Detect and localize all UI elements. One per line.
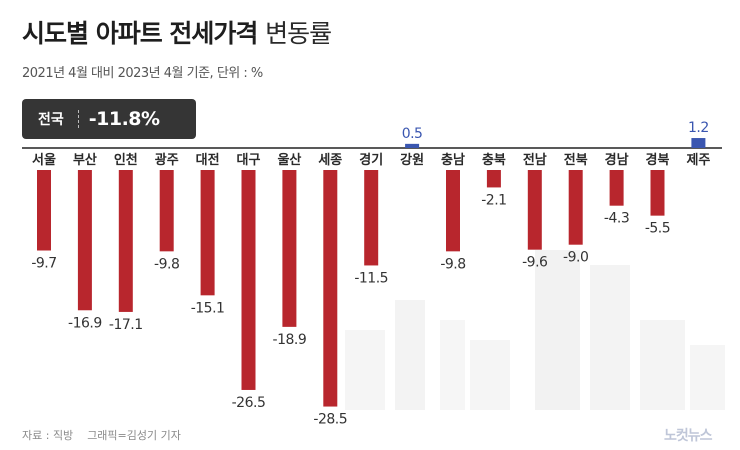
value-label-충남: -9.8 [440,256,465,272]
category-label-인천: 인천 [114,152,138,168]
value-label-인천: -17.1 [109,317,143,333]
bar-전북 [568,170,583,245]
bars [37,138,706,407]
bar-서울 [37,170,51,251]
value-label-전북: -9.0 [563,250,588,266]
category-label-전북: 전북 [564,152,588,168]
publisher-logo: 노컷뉴스 [664,428,713,444]
bar-전남 [527,170,542,250]
bar-충남 [446,170,460,252]
bar-경기 [364,170,379,266]
category-label-대전: 대전 [196,152,220,168]
value-label-대전: -15.1 [191,300,225,316]
badge-divider [77,110,79,128]
value-label-강원: 0.5 [402,126,423,142]
national-average-label: 전국 [38,112,64,128]
category-label-세종: 세종 [318,153,342,168]
chart-title-bold: 시도별 아파트 전세가격 [22,19,258,48]
category-label-대구: 대구 [237,153,261,168]
bar-세종 [323,170,338,407]
graphic-credit: 그래픽=김성기 기자 [87,429,181,442]
category-labels: 서울 부산 인천 광주 대전 대구 울산 세종 경기 강원 충남 충북 전남 전북 경남 경북 제주 [32,152,710,168]
category-label-전남: 전남 [523,152,547,168]
value-label-대구: -26.5 [232,395,266,411]
chart-title-light: 변동률 [265,19,332,48]
value-label-전남: -9.6 [522,255,548,271]
category-label-울산: 울산 [277,152,301,168]
bar-부산 [77,170,92,311]
national-average-badge: 전국 -11.8% [22,99,196,139]
bar-울산 [282,170,297,327]
source-text: 자료 : 직방 [22,429,74,442]
category-label-제주: 제주 [686,153,710,168]
chart-subtitle: 2021년 4월 대비 2023년 4월 기준, 단위 : % [22,66,263,81]
category-label-경남: 경남 [605,152,629,168]
source-credit: 자료 : 직방 그래픽=김성기 기자 [22,427,181,443]
category-label-강원: 강원 [400,152,424,168]
value-label-제주: 1.2 [688,120,709,136]
bar-광주 [159,170,174,252]
value-label-경남: -4.3 [604,211,629,227]
bar-강원 [405,143,420,148]
bar-제주 [691,138,706,148]
category-label-경북: 경북 [646,152,670,168]
value-label-충북: -2.1 [481,192,506,208]
category-label-광주: 광주 [155,153,179,168]
bar-대구 [241,170,256,390]
value-label-경북: -5.5 [645,221,670,237]
category-label-경기: 경기 [359,152,383,168]
value-label-광주: -9.8 [154,256,179,272]
bar-경남 [609,170,624,206]
value-label-세종: -28.5 [313,412,347,428]
category-label-충남: 충남 [441,152,465,168]
bar-경북 [650,170,665,216]
bar-인천 [118,170,133,312]
national-average-value: -11.8% [88,108,160,130]
category-label-서울: 서울 [32,152,56,168]
category-label-부산: 부산 [73,152,97,168]
value-label-부산: -16.9 [68,315,102,331]
value-labels: -9.7 -16.9 -17.1 -9.8 -15.1 -26.5 -18.9 -28.5 -1… [31,120,709,428]
bar-대전 [200,170,215,296]
background-buildings-illustration [345,250,725,410]
chart-title: 시도별 아파트 전세가격 변동률 [22,14,332,50]
value-label-경기: -11.5 [354,270,388,286]
bar-충북 [486,170,501,188]
category-label-충북: 충북 [482,152,506,168]
value-label-울산: -18.9 [273,332,307,348]
value-label-서울: -9.7 [31,256,56,272]
